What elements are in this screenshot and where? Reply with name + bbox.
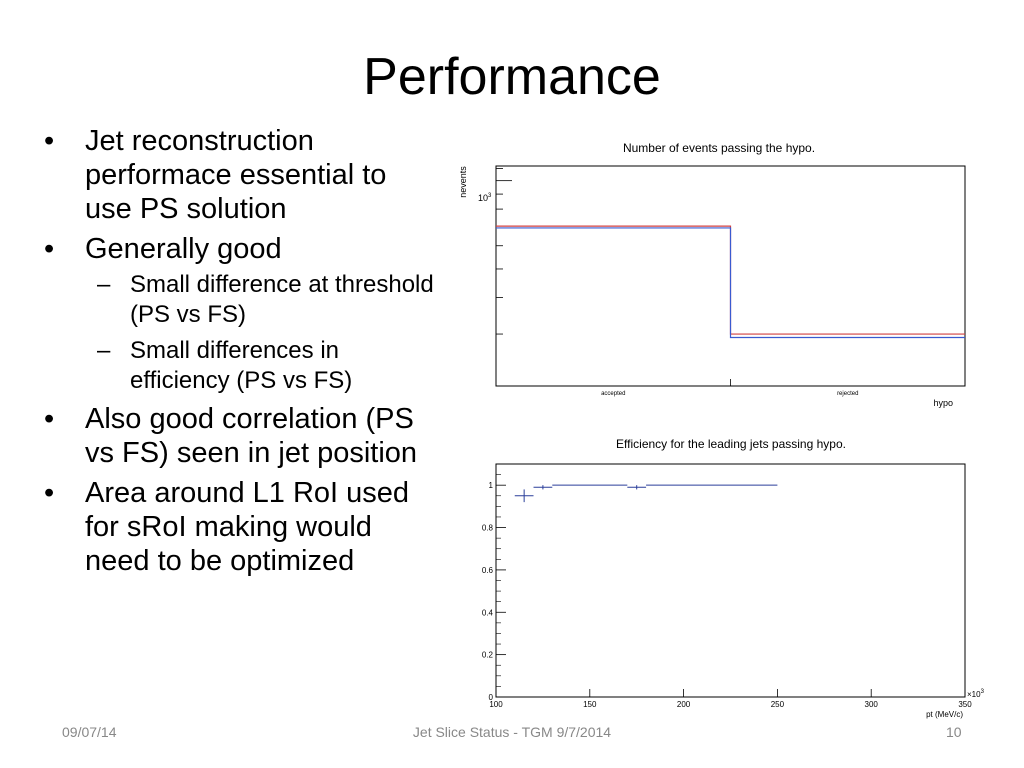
histogram-series: [496, 225, 965, 339]
plot-frame: [495, 463, 966, 698]
chart-title: Efficiency for the leading jets passing …: [616, 437, 846, 451]
y-tick-label: 0: [489, 693, 494, 702]
dash-icon: –: [97, 271, 111, 298]
bullet-list: • Jet reconstruction performace essentia…: [40, 124, 440, 584]
page-number: 10: [946, 724, 962, 740]
x-axis-label: hypo: [933, 398, 953, 408]
footer-date: 09/07/14: [62, 724, 117, 740]
x-tick-label: 100: [489, 700, 503, 709]
bullet-dot-icon: •: [44, 477, 55, 509]
x-tick-label: 150: [583, 700, 597, 709]
footer-title: Jet Slice Status - TGM 9/7/2014: [412, 724, 612, 740]
x-category-label: rejected: [837, 391, 858, 397]
bullet-text: Generally good: [85, 233, 282, 265]
x-tick-label: 200: [677, 700, 691, 709]
bullet-item: • Area around L1 RoI used for sRoI makin…: [40, 476, 440, 578]
x-tick-label: 250: [771, 700, 785, 709]
y-axis-ticks: [496, 168, 731, 386]
bullet-text: Also good correlation (PS vs FS) seen in…: [85, 403, 418, 469]
x-category-label: accepted: [601, 391, 625, 397]
slide-title: Performance: [363, 48, 661, 106]
chart-title: Number of events passing the hypo.: [623, 141, 815, 155]
x-axis-label: pt (MeV/c): [926, 710, 963, 719]
efficiency-chart: Efficiency for the leading jets passing …: [482, 437, 985, 719]
y-tick-label: 0.8: [482, 524, 494, 533]
sub-bullet-item: – Small differences in efficiency (PS vs…: [85, 336, 440, 396]
y-axis-label: nevents: [458, 166, 468, 198]
bullet-item: • Generally good – Small difference at t…: [40, 232, 440, 396]
bullet-item: • Jet reconstruction performace essentia…: [40, 124, 440, 226]
x-tick-label: 300: [865, 700, 879, 709]
y-tick-label: 1: [489, 481, 494, 490]
events-histogram-chart: Number of events passing the hypo. neven…: [458, 141, 966, 408]
sub-bullet-list: – Small difference at threshold (PS vs F…: [85, 270, 440, 396]
y-tick-label: 0.6: [482, 566, 494, 575]
bullet-item: • Also good correlation (PS vs FS) seen …: [40, 402, 440, 470]
dash-icon: –: [97, 337, 111, 364]
bullet-text: Jet reconstruction performace essential …: [85, 125, 387, 225]
efficiency-series: [514, 484, 778, 503]
sub-bullet-text: Small difference at threshold (PS vs FS): [130, 271, 434, 328]
y-tick-label: 0.4: [482, 608, 494, 617]
bullet-dot-icon: •: [44, 233, 55, 265]
sub-bullet-item: – Small difference at threshold (PS vs F…: [85, 270, 440, 330]
axis-ticks: 100 150 200 250 300 350 0 0.2 0.4 0.6 0.8 1: [482, 474, 972, 709]
y-tick-label: 103: [478, 193, 492, 203]
bullet-text: Area around L1 RoI used for sRoI making …: [85, 477, 410, 577]
bullet-dot-icon: •: [44, 125, 55, 157]
bullet-dot-icon: •: [44, 403, 55, 435]
sub-bullet-text: Small differences in efficiency (PS vs F…: [130, 337, 353, 394]
histogram-step-line: [496, 227, 965, 339]
x-multiplier-label: ×103: [967, 689, 985, 699]
y-tick-label: 0.2: [482, 651, 494, 660]
x-tick-label: 350: [958, 700, 972, 709]
